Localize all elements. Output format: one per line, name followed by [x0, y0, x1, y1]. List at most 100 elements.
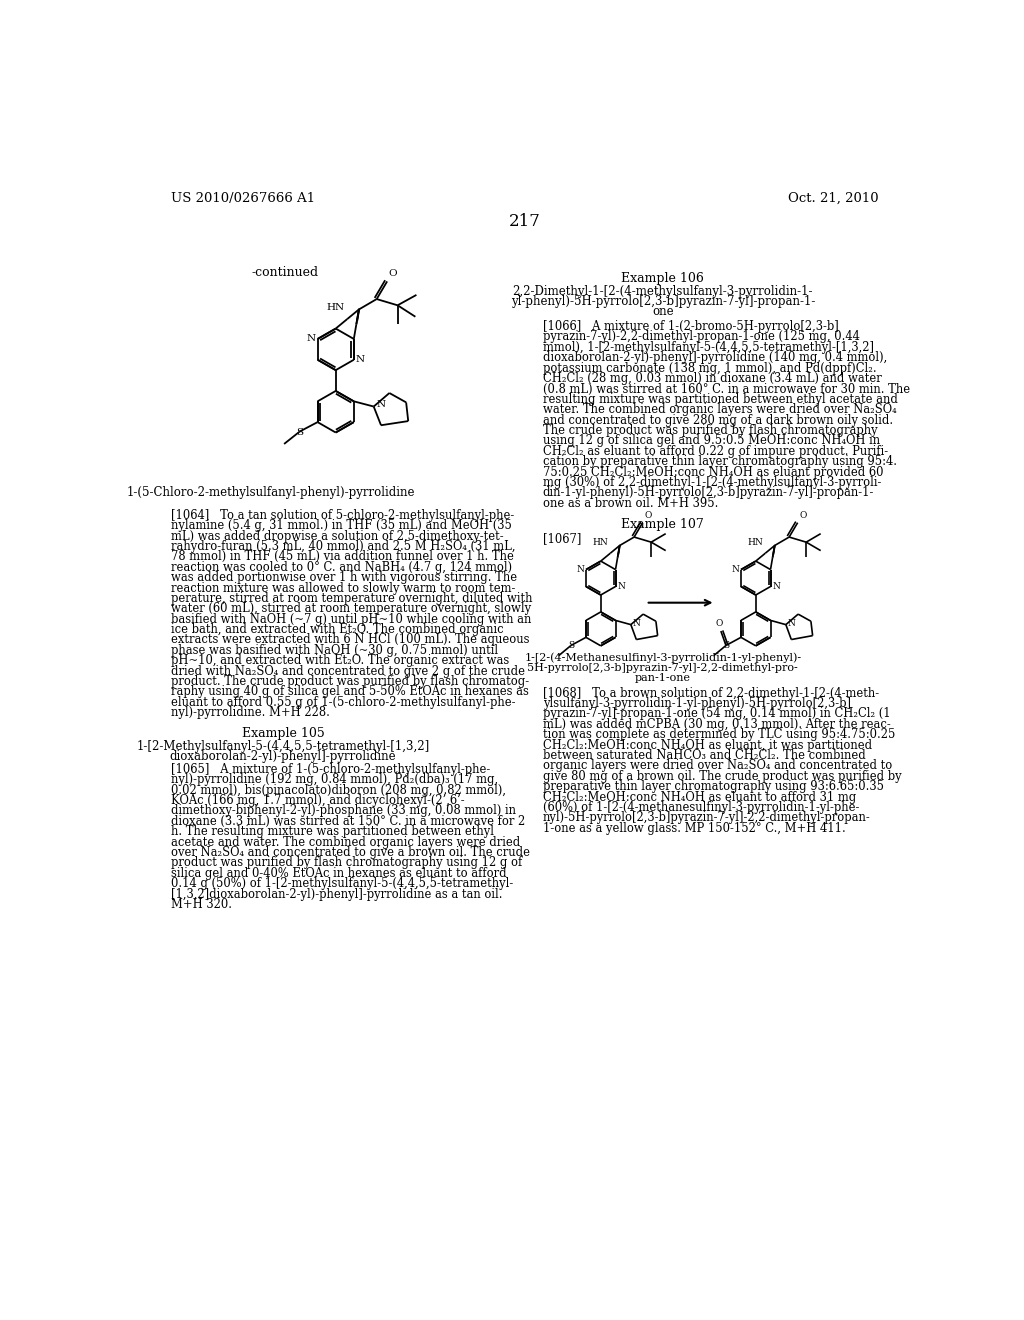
- Text: water. The combined organic layers were dried over Na₂SO₄: water. The combined organic layers were …: [543, 404, 896, 416]
- Text: M+H 320.: M+H 320.: [171, 898, 231, 911]
- Text: dioxaborolan-2-yl)-phenyl]-pyrrolidine: dioxaborolan-2-yl)-phenyl]-pyrrolidine: [170, 750, 396, 763]
- Text: N: N: [577, 565, 585, 574]
- Text: pyrazin-7-yl]-propan-1-one (54 mg, 0.14 mmol) in CH₂Cl₂ (1: pyrazin-7-yl]-propan-1-one (54 mg, 0.14 …: [543, 708, 890, 721]
- Text: phase was basified with NaOH (~30 g, 0.75 mmol) until: phase was basified with NaOH (~30 g, 0.7…: [171, 644, 498, 657]
- Text: HN: HN: [592, 539, 608, 548]
- Text: N: N: [731, 565, 739, 574]
- Text: N: N: [633, 619, 640, 628]
- Text: resulting mixture was partitioned between ethyl acetate and: resulting mixture was partitioned betwee…: [543, 393, 897, 405]
- Text: -continued: -continued: [252, 265, 319, 279]
- Text: O: O: [716, 619, 723, 628]
- Text: dioxane (3.3 mL) was stirred at 150° C. in a microwave for 2: dioxane (3.3 mL) was stirred at 150° C. …: [171, 814, 525, 828]
- Text: pyrazin-7-yl)-2,2-dimethyl-propan-1-one (125 mg, 0.44: pyrazin-7-yl)-2,2-dimethyl-propan-1-one …: [543, 330, 859, 343]
- Text: product. The crude product was purified by flash chromatog-: product. The crude product was purified …: [171, 675, 528, 688]
- Text: organic layers were dried over Na₂SO₄ and concentrated to: organic layers were dried over Na₂SO₄ an…: [543, 759, 892, 772]
- Text: 2,2-Dimethyl-1-[2-(4-methylsulfanyl-3-pyrrolidin-1-: 2,2-Dimethyl-1-[2-(4-methylsulfanyl-3-py…: [512, 285, 813, 298]
- Text: [1064]   To a tan solution of 5-chloro-2-methylsulfanyl-phe-: [1064] To a tan solution of 5-chloro-2-m…: [171, 508, 514, 521]
- Text: was added portionwise over 1 h with vigorous stirring. The: was added portionwise over 1 h with vigo…: [171, 572, 517, 585]
- Text: HN: HN: [748, 539, 763, 548]
- Text: 1-(5-Chloro-2-methylsulfanyl-phenyl)-pyrrolidine: 1-(5-Chloro-2-methylsulfanyl-phenyl)-pyr…: [127, 486, 416, 499]
- Text: one as a brown oil. M+H 395.: one as a brown oil. M+H 395.: [543, 496, 718, 510]
- Text: nyl)-5H-pyrrolo[2,3-b]pyrazin-7-yl]-2,2-dimethyl-propan-: nyl)-5H-pyrrolo[2,3-b]pyrazin-7-yl]-2,2-…: [543, 812, 870, 825]
- Text: potassium carbonate (138 mg, 1 mmol), and Pd(dppf)Cl₂.: potassium carbonate (138 mg, 1 mmol), an…: [543, 362, 877, 375]
- Text: cation by preparative thin layer chromatography using 95:4.: cation by preparative thin layer chromat…: [543, 455, 897, 469]
- Text: [1065]   A mixture of 1-(5-chloro-2-methylsulfanyl-phe-: [1065] A mixture of 1-(5-chloro-2-methyl…: [171, 763, 489, 776]
- Text: reaction mixture was allowed to slowly warm to room tem-: reaction mixture was allowed to slowly w…: [171, 582, 515, 594]
- Text: reaction was cooled to 0° C. and NaBH₄ (4.7 g, 124 mmol): reaction was cooled to 0° C. and NaBH₄ (…: [171, 561, 512, 574]
- Text: 1-[2-Methylsulfanyl-5-(4,4,5,5-tetramethyl-[1,3,2]: 1-[2-Methylsulfanyl-5-(4,4,5,5-tetrameth…: [136, 739, 430, 752]
- Text: KOAc (166 mg, 1.7 mmol), and dicyclohexyl-(2’,6’-: KOAc (166 mg, 1.7 mmol), and dicyclohexy…: [171, 795, 464, 807]
- Text: CH₂Cl₂ as eluant to afford 0.22 g of impure product. Purifi-: CH₂Cl₂ as eluant to afford 0.22 g of imp…: [543, 445, 888, 458]
- Text: between saturated NaHCO₃ and CH₂Cl₂. The combined: between saturated NaHCO₃ and CH₂Cl₂. The…: [543, 748, 865, 762]
- Text: dimethoxy-biphenyl-2-yl)-phosphane (33 mg, 0.08 mmol) in: dimethoxy-biphenyl-2-yl)-phosphane (33 m…: [171, 804, 516, 817]
- Text: N: N: [617, 582, 625, 591]
- Text: N: N: [376, 400, 385, 409]
- Text: 0.14 g (50%) of 1-[2-methylsulfanyl-5-(4,4,5,5-tetramethyl-: 0.14 g (50%) of 1-[2-methylsulfanyl-5-(4…: [171, 878, 513, 890]
- Text: mmol), 1-[2-methylsulfanyl-5-(4,4,5,5-tetramethyl-[1,3,2]: mmol), 1-[2-methylsulfanyl-5-(4,4,5,5-te…: [543, 341, 873, 354]
- Text: tion was complete as determined by TLC using 95:4.75:0.25: tion was complete as determined by TLC u…: [543, 729, 895, 742]
- Text: S: S: [568, 642, 574, 649]
- Text: N: N: [355, 355, 365, 364]
- Text: (60%) of 1-[2-(4-methanesulfinyl-3-pyrrolidin-1-yl-phe-: (60%) of 1-[2-(4-methanesulfinyl-3-pyrro…: [543, 801, 859, 814]
- Text: mL) was added mCPBA (30 mg, 0.13 mmol). After the reac-: mL) was added mCPBA (30 mg, 0.13 mmol). …: [543, 718, 891, 731]
- Text: Example 107: Example 107: [622, 517, 705, 531]
- Text: dried with Na₂SO₄ and concentrated to give 2 g of the crude: dried with Na₂SO₄ and concentrated to gi…: [171, 665, 524, 677]
- Text: O: O: [389, 268, 397, 277]
- Text: [1067]: [1067]: [543, 532, 581, 545]
- Text: O: O: [799, 511, 807, 520]
- Text: using 12 g of silica gel and 9.5:0.5 MeOH:conc NH₄OH in: using 12 g of silica gel and 9.5:0.5 MeO…: [543, 434, 880, 447]
- Text: nyl)-pyrrolidine. M+H 228.: nyl)-pyrrolidine. M+H 228.: [171, 706, 330, 719]
- Text: dioxaborolan-2-yl)-phenyl]-pyrrolidine (140 mg, 0.4 mmol),: dioxaborolan-2-yl)-phenyl]-pyrrolidine (…: [543, 351, 887, 364]
- Text: ice bath, and extracted with Et₂O. The combined organic: ice bath, and extracted with Et₂O. The c…: [171, 623, 503, 636]
- Text: basified with NaOH (~7 g) until pH~10 while cooling with an: basified with NaOH (~7 g) until pH~10 wh…: [171, 612, 531, 626]
- Text: CH₂Cl₂ (28 mg, 0.03 mmol) in dioxane (3.4 mL) and water: CH₂Cl₂ (28 mg, 0.03 mmol) in dioxane (3.…: [543, 372, 882, 385]
- Text: nyl)-pyrrolidine (192 mg, 0.84 mmol), Pd₂(dba)₃ (17 mg,: nyl)-pyrrolidine (192 mg, 0.84 mmol), Pd…: [171, 774, 498, 787]
- Text: pan-1-one: pan-1-one: [635, 673, 691, 682]
- Text: ylsulfanyl-3-pyrrolidin-1-yl-phenyl)-5H-pyrrolo[2,3-b]: ylsulfanyl-3-pyrrolidin-1-yl-phenyl)-5H-…: [543, 697, 851, 710]
- Text: over Na₂SO₄ and concentrated to give a brown oil. The crude: over Na₂SO₄ and concentrated to give a b…: [171, 846, 529, 859]
- Text: product was purified by flash chromatography using 12 g of: product was purified by flash chromatogr…: [171, 857, 522, 870]
- Text: 78 mmol) in THF (45 mL) via addition funnel over 1 h. The: 78 mmol) in THF (45 mL) via addition fun…: [171, 550, 513, 564]
- Text: 1-one as a yellow glass. MP 150-152° C., M+H 411.: 1-one as a yellow glass. MP 150-152° C.,…: [543, 822, 846, 834]
- Text: and concentrated to give 280 mg of a dark brown oily solid.: and concentrated to give 280 mg of a dar…: [543, 413, 893, 426]
- Text: O: O: [644, 511, 651, 520]
- Text: nylamine (5.4 g, 31 mmol.) in THF (35 mL) and MeOH (35: nylamine (5.4 g, 31 mmol.) in THF (35 mL…: [171, 519, 512, 532]
- Text: 0.02 mmol), bis(pinacolato)diboron (208 mg, 0.82 mmol),: 0.02 mmol), bis(pinacolato)diboron (208 …: [171, 784, 506, 797]
- Text: 75:0.25 CH₂Cl₂:MeOH:conc NH₄OH as eluant provided 60: 75:0.25 CH₂Cl₂:MeOH:conc NH₄OH as eluant…: [543, 466, 883, 479]
- Text: N: N: [307, 334, 316, 343]
- Text: one: one: [652, 305, 674, 318]
- Text: CH₂Cl₂:MeOH:conc NH₄OH as eluant, it was partitioned: CH₂Cl₂:MeOH:conc NH₄OH as eluant, it was…: [543, 739, 871, 751]
- Text: (0.8 mL) was stirred at 160° C. in a microwave for 30 min. The: (0.8 mL) was stirred at 160° C. in a mic…: [543, 383, 909, 396]
- Text: 217: 217: [509, 213, 541, 230]
- Text: Oct. 21, 2010: Oct. 21, 2010: [788, 191, 879, 205]
- Text: [1,3,2]dioxaborolan-2-yl)-phenyl]-pyrrolidine as a tan oil.: [1,3,2]dioxaborolan-2-yl)-phenyl]-pyrrol…: [171, 887, 502, 900]
- Text: [1068]   To a brown solution of 2,2-dimethyl-1-[2-(4-meth-: [1068] To a brown solution of 2,2-dimeth…: [543, 686, 879, 700]
- Text: rahydro-furan (5.3 mL, 40 mmol) and 2.5 M H₂SO₄ (31 mL,: rahydro-furan (5.3 mL, 40 mmol) and 2.5 …: [171, 540, 515, 553]
- Text: water (60 mL), stirred at room temperature overnight, slowly: water (60 mL), stirred at room temperatu…: [171, 602, 530, 615]
- Text: S: S: [724, 642, 730, 649]
- Text: HN: HN: [327, 304, 345, 312]
- Text: 1-[2-(4-Methanesulfinyl-3-pyrrolidin-1-yl-phenyl)-: 1-[2-(4-Methanesulfinyl-3-pyrrolidin-1-y…: [524, 653, 802, 664]
- Text: give 80 mg of a brown oil. The crude product was purified by: give 80 mg of a brown oil. The crude pro…: [543, 770, 901, 783]
- Text: silica gel and 0-40% EtOAc in hexanes as eluant to afford: silica gel and 0-40% EtOAc in hexanes as…: [171, 867, 506, 880]
- Text: S: S: [296, 428, 303, 437]
- Text: eluant to afford 0.55 g of 1-(5-chloro-2-methylsulfanyl-phe-: eluant to afford 0.55 g of 1-(5-chloro-2…: [171, 696, 515, 709]
- Text: Example 105: Example 105: [242, 727, 325, 741]
- Text: pH~10, and extracted with Et₂O. The organic extract was: pH~10, and extracted with Et₂O. The orga…: [171, 655, 509, 668]
- Text: perature, stirred at room temperature overnight, diluted with: perature, stirred at room temperature ov…: [171, 591, 532, 605]
- Text: h. The resulting mixture was partitioned between ethyl: h. The resulting mixture was partitioned…: [171, 825, 494, 838]
- Text: mg (30%) of 2,2-dimethyl-1-[2-(4-methylsulfanyl-3-pyrroli-: mg (30%) of 2,2-dimethyl-1-[2-(4-methyls…: [543, 477, 881, 488]
- Text: extracts were extracted with 6 N HCl (100 mL). The aqueous: extracts were extracted with 6 N HCl (10…: [171, 634, 529, 647]
- Text: US 2010/0267666 A1: US 2010/0267666 A1: [171, 191, 314, 205]
- Text: yl-phenyl)-5H-pyrrolo[2,3-b]pyrazin-7-yl]-propan-1-: yl-phenyl)-5H-pyrrolo[2,3-b]pyrazin-7-yl…: [511, 296, 815, 309]
- Text: Example 106: Example 106: [622, 272, 705, 285]
- Text: N: N: [772, 582, 780, 591]
- Text: mL) was added dropwise a solution of 2,5-dimethoxy-tet-: mL) was added dropwise a solution of 2,5…: [171, 529, 503, 543]
- Text: [1066]   A mixture of 1-(2-bromo-5H-pyrrolo[2,3-b]: [1066] A mixture of 1-(2-bromo-5H-pyrrol…: [543, 321, 839, 333]
- Text: CH₂Cl₂:MeOH:conc NH₄OH as eluant to afford 31 mg: CH₂Cl₂:MeOH:conc NH₄OH as eluant to affo…: [543, 791, 856, 804]
- Text: N: N: [787, 619, 796, 628]
- Text: raphy using 40 g of silica gel and 5-50% EtOAc in hexanes as: raphy using 40 g of silica gel and 5-50%…: [171, 685, 528, 698]
- Text: din-1-yl-phenyl)-5H-pyrrolo[2,3-b]pyrazin-7-yl]-propan-1-: din-1-yl-phenyl)-5H-pyrrolo[2,3-b]pyrazi…: [543, 487, 874, 499]
- Text: acetate and water. The combined organic layers were dried: acetate and water. The combined organic …: [171, 836, 520, 849]
- Text: 5H-pyrrolo[2,3-b]pyrazin-7-yl]-2,2-dimethyl-pro-: 5H-pyrrolo[2,3-b]pyrazin-7-yl]-2,2-dimet…: [527, 663, 798, 673]
